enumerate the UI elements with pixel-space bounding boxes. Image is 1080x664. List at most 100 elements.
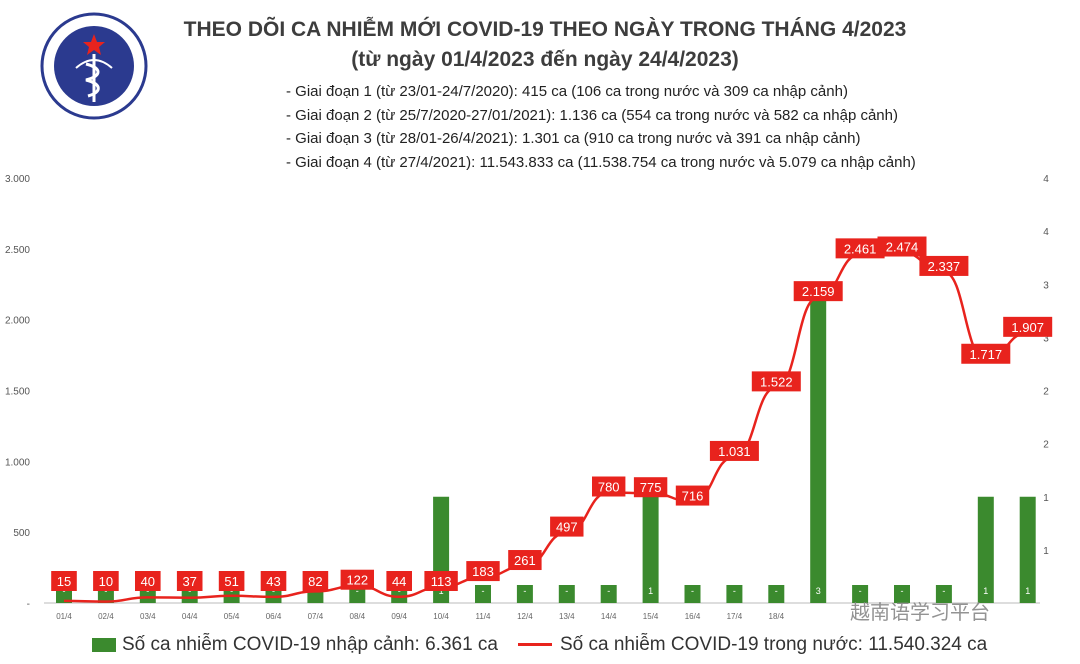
chart-title: THEO DÕI CA NHIỄM MỚI COVID-19 THEO NGÀY… <box>183 18 907 41</box>
phase-note: - Giai đoạn 2 (từ 25/7/2020-27/01/2021):… <box>286 106 898 124</box>
bar-mark <box>768 585 785 603</box>
line-data-label-box <box>1003 316 1053 337</box>
line-data-label: 2.461 <box>844 241 877 256</box>
x-tick-label: 16/4 <box>685 612 701 621</box>
bar-data-label: - <box>901 586 904 596</box>
line-data-label: 51 <box>224 574 238 589</box>
bar-data-label: 1 <box>983 586 988 596</box>
bar-mark <box>1019 496 1036 603</box>
line-data-label: 1.907 <box>1011 320 1044 335</box>
bar-data-label: - <box>775 586 778 596</box>
legend-line-swatch <box>518 643 552 647</box>
line-data-label: 780 <box>598 480 620 495</box>
right-axis-tick-label: 3 <box>1043 333 1049 344</box>
left-axis-tick-label: 1.500 <box>5 387 30 398</box>
line-data-label: 775 <box>640 480 662 495</box>
bar-mark <box>558 585 575 603</box>
line-data-label-box <box>424 570 458 591</box>
line-data-label: 15 <box>57 574 71 589</box>
line-data-label: 183 <box>472 564 494 579</box>
x-tick-label: 02/4 <box>98 612 114 621</box>
line-data-label: 82 <box>308 574 322 589</box>
bar-mark <box>516 585 533 603</box>
line-data-label-box <box>919 255 969 276</box>
right-axis-tick-label: 4 <box>1043 227 1049 238</box>
x-tick-label: 07/4 <box>308 612 324 621</box>
line-data-label-box <box>176 571 203 591</box>
left-axis-tick-label: 2.000 <box>5 316 30 327</box>
x-tick-label: 14/4 <box>601 612 617 621</box>
bar-data-label: - <box>356 586 359 596</box>
left-axis-tick-label: 1.000 <box>5 457 30 468</box>
line-data-label: 2.474 <box>886 240 919 255</box>
bar-mark <box>977 496 994 603</box>
bar-data-label: - <box>607 586 610 596</box>
line-data-label: 10 <box>99 574 113 589</box>
right-axis-tick-label: 2 <box>1043 440 1049 451</box>
line-data-label-box <box>961 343 1011 364</box>
line-data-label: 261 <box>514 553 536 568</box>
left-axis-tick-label: 500 <box>13 528 30 539</box>
line-data-label: 44 <box>392 574 406 589</box>
x-tick-label: 08/4 <box>350 612 366 621</box>
phase-note: - Giai đoạn 4 (từ 27/4/2021): 11.543.833… <box>286 153 916 171</box>
x-tick-label: 13/4 <box>559 612 575 621</box>
bar-mark <box>642 496 659 603</box>
bar-data-label: - <box>942 586 945 596</box>
x-tick-label: 01/4 <box>56 612 72 621</box>
line-data-label: 1.522 <box>760 374 793 389</box>
line-data-label: 43 <box>266 574 280 589</box>
line-data-label-box <box>93 571 119 591</box>
chart-subtitle: (từ ngày 01/4/2023 đến ngày 24/4/2023) <box>351 48 739 71</box>
x-tick-label: 04/4 <box>182 612 198 621</box>
watermark: 越南语学习平台 <box>850 600 990 624</box>
right-axis-tick-label: 1 <box>1043 493 1049 504</box>
line-data-label-box <box>51 571 77 591</box>
right-axis-tick-label: 4 <box>1043 174 1049 185</box>
bar-mark <box>810 284 827 603</box>
bar-mark <box>475 585 491 603</box>
bar-data-label: - <box>859 586 862 596</box>
line-data-label: 113 <box>431 574 452 589</box>
left-axis-tick-label: - <box>27 599 30 610</box>
line-data-label-box <box>633 477 668 498</box>
bar-data-label: - <box>482 586 485 596</box>
x-tick-label: 18/4 <box>769 612 785 621</box>
right-axis-tick-label: 1 <box>1043 546 1049 557</box>
bar-mark <box>894 585 910 603</box>
line-data-label-box <box>675 485 710 506</box>
line-data-label: 2.337 <box>928 259 961 274</box>
line-data-label-box <box>218 571 245 591</box>
line-data-label: 40 <box>141 574 155 589</box>
phase-note: - Giai đoạn 3 (từ 28/01-26/4/2021): 1.30… <box>286 130 861 147</box>
left-axis-tick-label: 2.500 <box>5 245 30 256</box>
bar-data-label: - <box>523 586 526 596</box>
x-tick-label: 17/4 <box>727 612 743 621</box>
line-data-label-box <box>260 571 287 591</box>
x-tick-label: 15/4 <box>643 612 659 621</box>
line-data-label-box <box>466 561 500 582</box>
line-data-label-box <box>302 571 329 591</box>
legend-bar-swatch <box>92 637 116 652</box>
line-data-label-box <box>835 238 885 259</box>
bar-data-label: 1 <box>648 586 653 596</box>
legend-line: Số ca nhiễm COVID-19 trong nước: 11.540.… <box>518 634 987 656</box>
line-series-path <box>63 251 1028 603</box>
line-data-label-box <box>340 569 374 590</box>
bar-data-label: 3 <box>816 586 821 596</box>
x-tick-label: 12/4 <box>517 612 533 621</box>
line-data-label: 1.717 <box>970 347 1003 362</box>
phase-notes: - Giai đoạn 1 (từ 23/01-24/7/2020): 415 … <box>286 80 916 174</box>
line-data-label: 716 <box>682 489 704 504</box>
bar-data-label: 1 <box>1025 586 1030 596</box>
ministry-of-health-logo <box>40 12 148 120</box>
x-tick-label: 11/4 <box>476 612 492 621</box>
line-data-label-box <box>751 371 801 392</box>
line-data-label-box <box>877 236 927 257</box>
bar-mark <box>600 585 617 603</box>
line-data-label: 122 <box>346 573 368 588</box>
bar-mark <box>852 585 869 603</box>
line-data-label-box <box>793 281 843 302</box>
bar-data-label: - <box>691 586 694 596</box>
